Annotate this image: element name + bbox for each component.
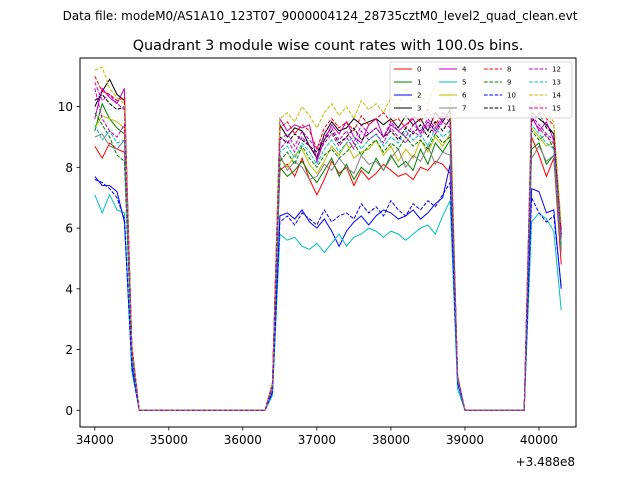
series-line-13 [94, 123, 562, 411]
legend-label-15: 15 [552, 105, 561, 113]
legend-label-14: 14 [552, 92, 561, 100]
y-tick-label: 2 [65, 343, 73, 357]
legend-label-3: 3 [417, 105, 421, 113]
legend-label-7: 7 [462, 105, 466, 113]
figure-suptitle: Data file: modeM0/AS1A10_123T07_90000041… [63, 9, 578, 23]
series-line-15 [94, 88, 562, 411]
legend-label-10: 10 [507, 92, 516, 100]
x-tick-label: 37000 [298, 433, 336, 447]
legend-label-9: 9 [507, 79, 511, 87]
y-tick-label: 8 [65, 161, 73, 175]
chart-title: Quadrant 3 module wise count rates with … [133, 38, 524, 54]
legend-label-8: 8 [507, 66, 511, 74]
x-offset-label: +3.488e8 [516, 455, 575, 469]
y-tick-label: 10 [58, 100, 73, 114]
x-tick-label: 36000 [224, 433, 262, 447]
x-tick-label: 38000 [372, 433, 410, 447]
x-tick-label: 34000 [76, 433, 114, 447]
plot-frame [79, 57, 577, 428]
legend-label-11: 11 [507, 105, 516, 113]
legend-label-5: 5 [462, 79, 466, 87]
legend-box [389, 61, 573, 119]
x-tick-label: 40000 [520, 433, 558, 447]
series-layer [94, 66, 562, 411]
legend-label-12: 12 [552, 66, 561, 74]
legend-label-6: 6 [462, 92, 467, 100]
y-axis: 0 2 4 6 8 10 [58, 100, 80, 418]
y-tick-label: 4 [65, 282, 73, 296]
legend-label-0: 0 [417, 66, 421, 74]
x-tick-label: 35000 [150, 433, 188, 447]
x-tick-label: 39000 [446, 433, 484, 447]
legend-label-2: 2 [417, 92, 421, 100]
y-tick-label: 0 [65, 404, 73, 418]
legend-label-4: 4 [462, 66, 467, 74]
y-tick-label: 6 [65, 222, 73, 236]
x-axis: 34000 35000 36000 37000 38000 39000 40000 [76, 427, 558, 447]
legend-label-13: 13 [552, 79, 561, 87]
legend-label-1: 1 [417, 79, 421, 87]
